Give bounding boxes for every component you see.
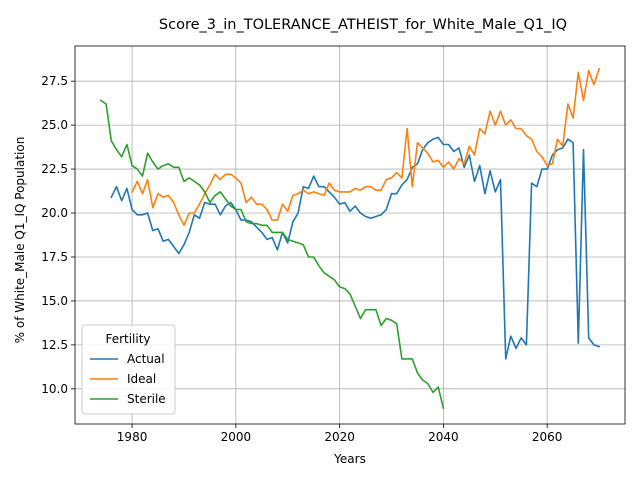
y-tick-label: 17.5 <box>41 250 68 264</box>
y-tick-label: 27.5 <box>41 74 68 88</box>
legend-label-ideal: Ideal <box>127 372 156 386</box>
plot-frame <box>74 45 626 425</box>
y-axis-label: % of White_Male Q1_IQ Population <box>13 137 27 344</box>
series-lines <box>99 67 601 410</box>
series-line-sterile <box>99 99 445 410</box>
legend-label-actual: Actual <box>127 352 165 366</box>
chart-title: Score_3_in_TOLERANCE_ATHEIST_for_White_M… <box>159 17 567 33</box>
y-tick-label: 10.0 <box>41 382 68 396</box>
y-tick-label: 25.0 <box>41 118 68 132</box>
x-tick-label: 2060 <box>532 430 563 444</box>
axis-ticks: 1980 2000 2020 2040 2060 10.0 12.5 15.0 17.5 20.0… <box>41 74 562 444</box>
legend-items: Actual Ideal Sterile <box>90 352 166 406</box>
y-tick-label: 20.0 <box>41 206 68 220</box>
legend-label-sterile: Sterile <box>127 392 166 406</box>
y-tick-label: 22.5 <box>41 162 68 176</box>
x-tick-label: 2020 <box>324 430 355 444</box>
legend-title: Fertility <box>105 332 150 346</box>
x-tick-label: 1980 <box>117 430 148 444</box>
legend-box <box>81 324 176 415</box>
series-line-actual <box>110 136 601 360</box>
y-tick-label: 15.0 <box>41 294 68 308</box>
x-tick-label: 2040 <box>428 430 459 444</box>
grid-lines <box>75 46 625 424</box>
x-tick-label: 2000 <box>221 430 252 444</box>
y-tick-label: 12.5 <box>41 338 68 352</box>
series-line-ideal <box>131 67 601 227</box>
x-axis-label: Years <box>333 452 366 466</box>
legend: Fertility Actual Ideal Sterile <box>81 324 176 415</box>
